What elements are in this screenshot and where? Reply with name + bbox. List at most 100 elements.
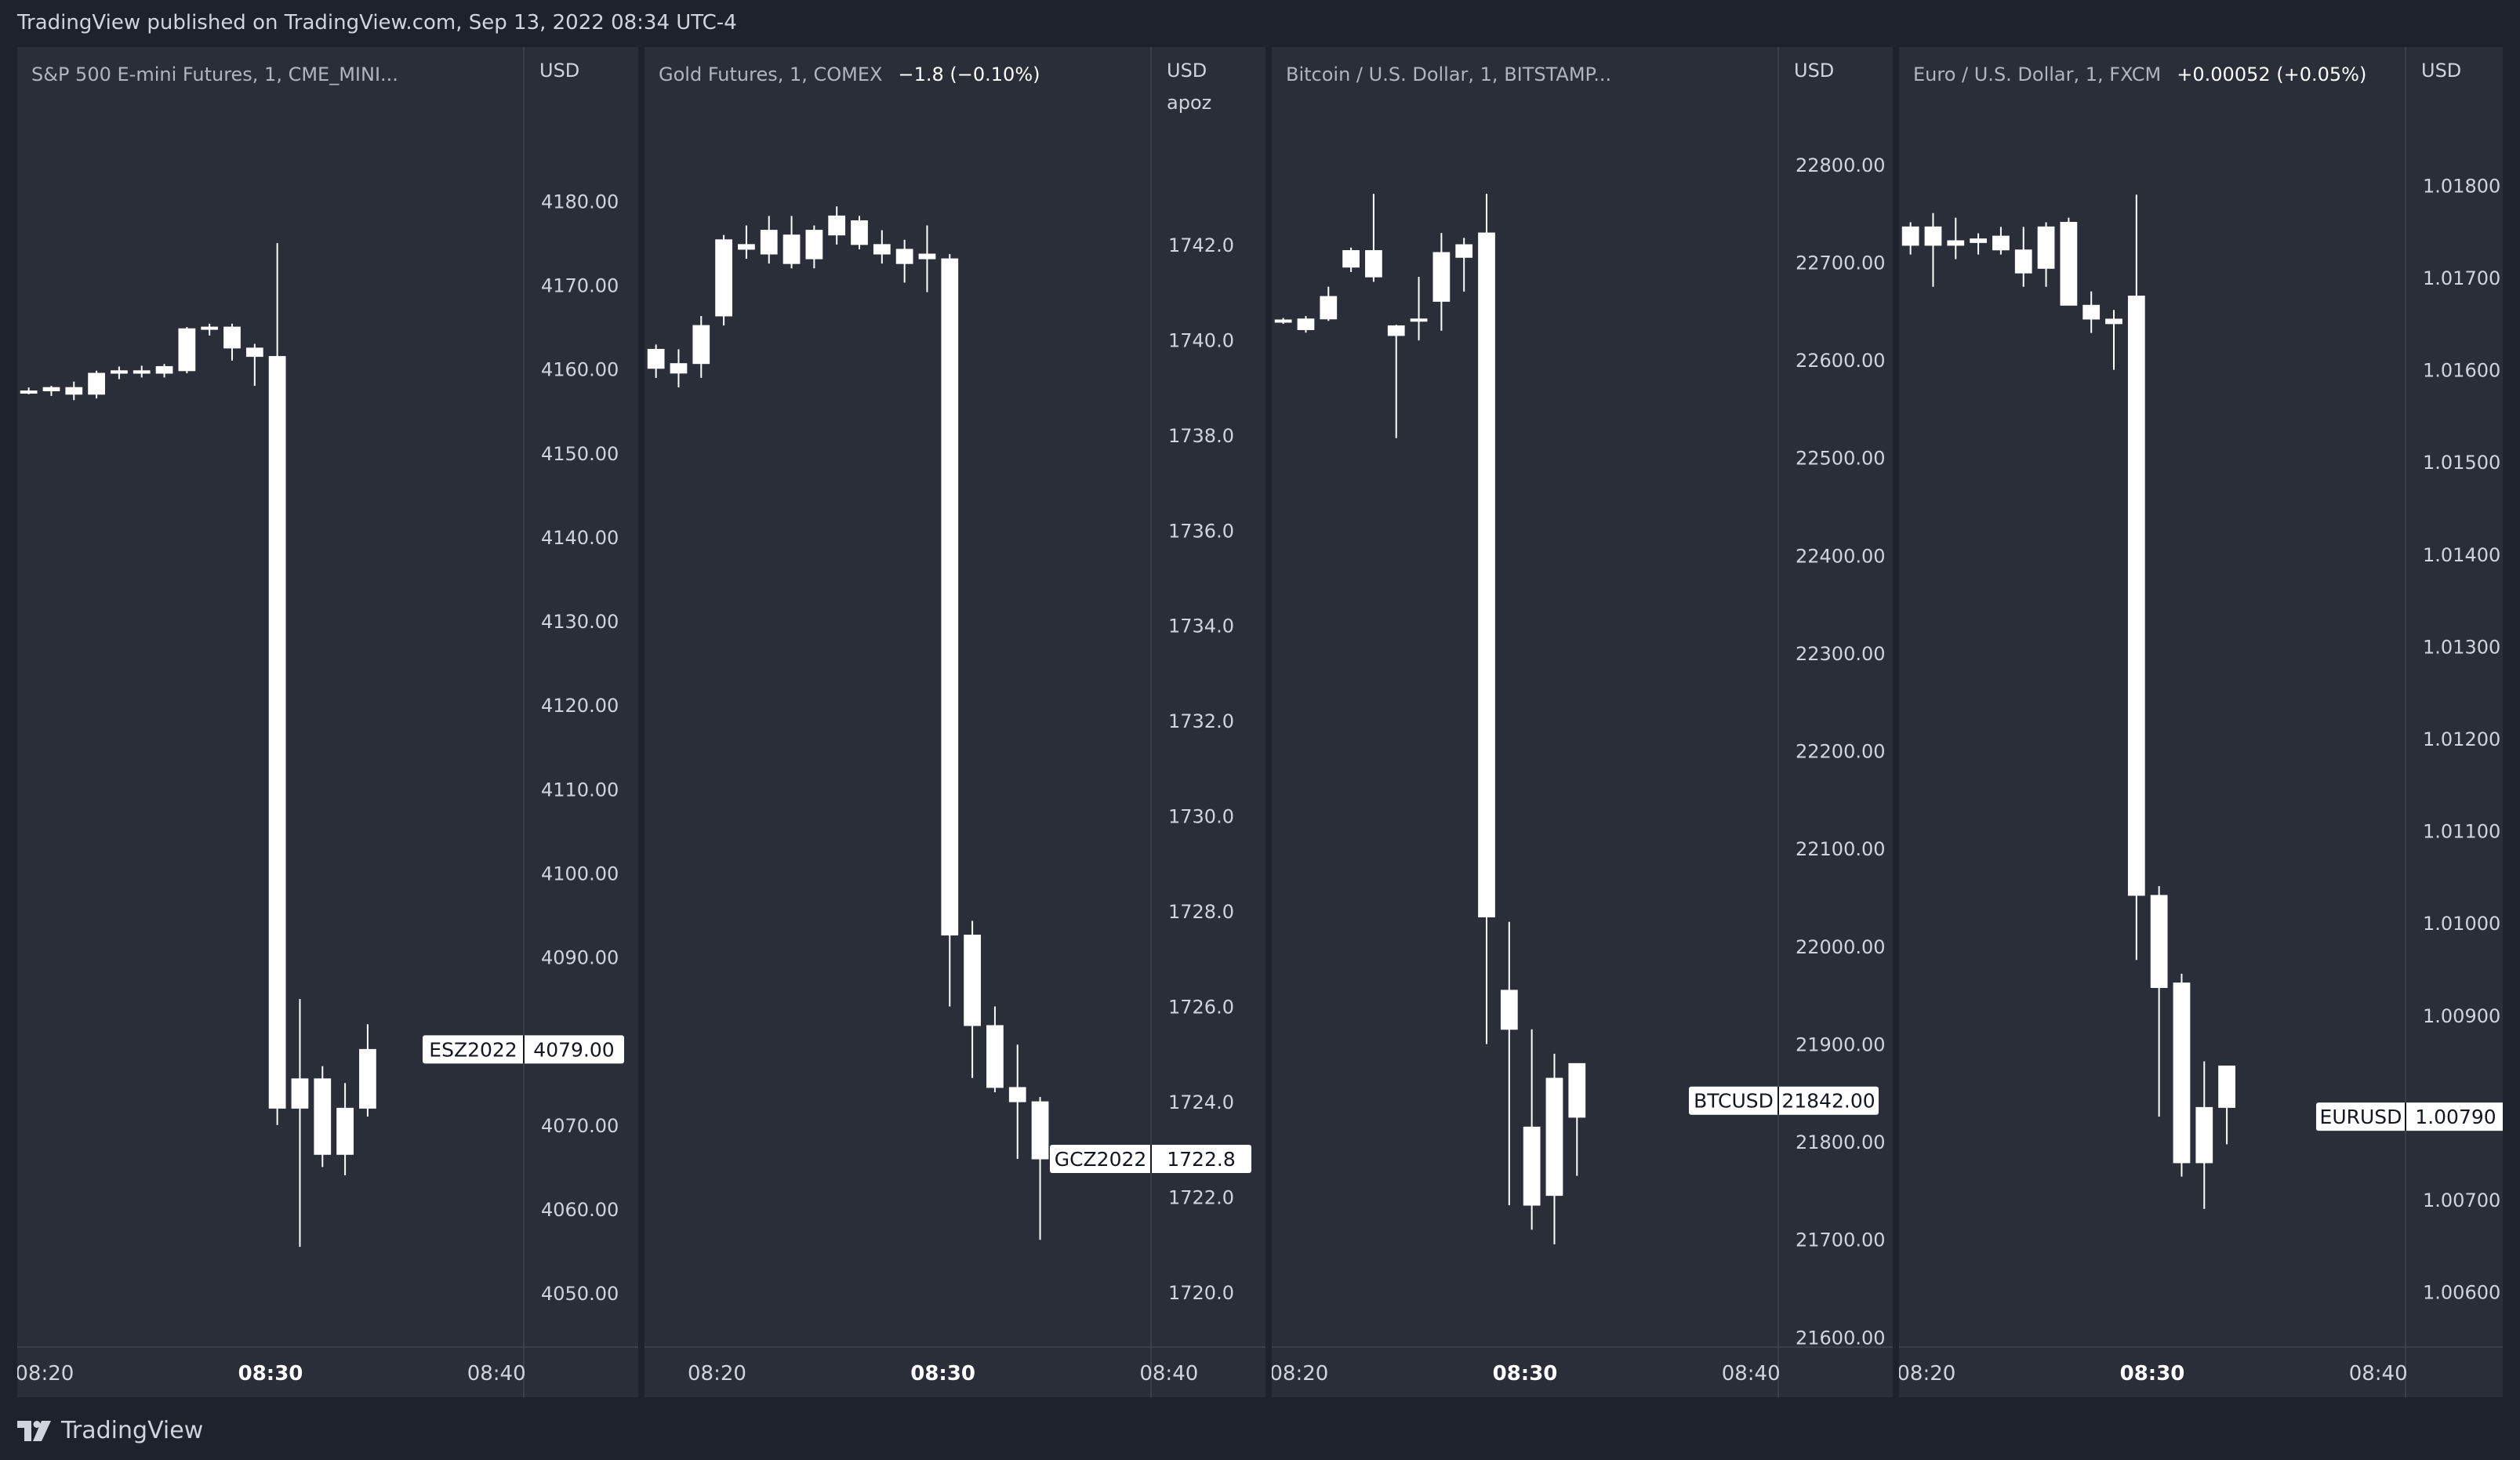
sp500-candle-body — [201, 326, 219, 330]
tradingview-logo-icon — [17, 1420, 51, 1441]
sp500-time-tick: 08:40 — [467, 1362, 526, 1386]
bitcoin-candle-body — [1297, 318, 1315, 330]
gold-price-tick: 1734.0 — [1168, 616, 1234, 637]
sp500-price-tick: 4090.00 — [541, 947, 619, 969]
bitcoin-candle-body — [1455, 244, 1473, 258]
bitcoin-candle-body — [1568, 1062, 1586, 1118]
sp500-chart-panel: S&P 500 E-mini Futures, 1, CME_MINI... US… — [17, 47, 638, 1397]
gold-price-tick: 1720.0 — [1168, 1282, 1234, 1304]
eurusd-time-tick: 08:30 — [2120, 1362, 2185, 1386]
eurusd-candle-body — [2218, 1065, 2235, 1108]
eurusd-price-tick: 1.01500 — [2423, 452, 2500, 474]
eurusd-time-tick: 08:40 — [2349, 1362, 2408, 1386]
eurusd-candle-body — [1947, 240, 1965, 246]
sp500-candle-body — [88, 372, 105, 395]
sp500-symbol-title: S&P 500 E-mini Futures, 1, CME_MINI... — [31, 64, 398, 85]
bitcoin-symbol-label: BTCUSD — [1694, 1090, 1774, 1113]
eurusd-candle-body — [2195, 1106, 2213, 1164]
gold-price-tick: 1730.0 — [1168, 806, 1234, 828]
gold-candle-body — [851, 220, 868, 245]
gold-candle-body — [760, 230, 778, 255]
sp500-candle-body — [178, 328, 196, 372]
eurusd-price-tick: 1.00600 — [2423, 1282, 2500, 1304]
sp500-symbol-label: ESZ2022 — [429, 1038, 517, 1061]
eurusd-candle-body — [2037, 226, 2055, 269]
gold-last-price-label: 1722.8 — [1167, 1148, 1235, 1171]
eurusd-price-tick: 1.01600 — [2423, 360, 2500, 382]
gold-price-tick: 1728.0 — [1168, 901, 1234, 923]
gold-time-tick: 08:30 — [910, 1362, 975, 1386]
bitcoin-price-tick: 22100.00 — [1796, 838, 1886, 860]
eurusd-price-tick: 1.01000 — [2423, 913, 2500, 935]
eurusd-last-price-marker — [2316, 1102, 2503, 1131]
gold-candle-body — [895, 249, 913, 264]
tradingview-logo[interactable]: TradingView — [17, 1417, 203, 1444]
sp500-last-price-label: 4079.00 — [533, 1038, 614, 1061]
bitcoin-candle-body — [1387, 325, 1405, 336]
eurusd-candle-body — [1970, 238, 1987, 243]
gold-symbol-label: GCZ2022 — [1055, 1148, 1147, 1171]
bitcoin-candle-body — [1523, 1126, 1541, 1206]
gold-candle-body — [986, 1025, 1004, 1088]
sp500-candle-body — [42, 387, 60, 392]
gold-price-tick: 1726.0 — [1168, 997, 1234, 1019]
publication-header: TradingView published on TradingView.com… — [17, 11, 737, 35]
bitcoin-price-tick: 21800.00 — [1796, 1131, 1886, 1153]
bitcoin-candle-body — [1478, 232, 1495, 917]
eurusd-candle-body — [2014, 249, 2032, 274]
gold-candle-body — [1008, 1087, 1026, 1102]
eurusd-price-change: +0.00052 (+0.05%) — [2177, 64, 2366, 85]
gold-candle-body — [941, 258, 959, 936]
bitcoin-candle-body — [1545, 1077, 1563, 1197]
bitcoin-price-tick: 22600.00 — [1796, 350, 1886, 372]
sp500-price-tick: 4140.00 — [541, 527, 619, 549]
gold-candle-body — [715, 239, 732, 317]
bitcoin-price-tick: 21600.00 — [1796, 1327, 1886, 1349]
sp500-candle-body — [133, 370, 151, 374]
gold-candle-body — [805, 230, 823, 260]
gold-price-tick: 1732.0 — [1168, 710, 1234, 732]
sp500-price-tick: 4060.00 — [541, 1199, 619, 1221]
bitcoin-candle-body — [1274, 319, 1292, 323]
gold-candle-body — [670, 363, 688, 374]
sp500-price-tick: 4180.00 — [541, 191, 619, 212]
bitcoin-currency-label: USD — [1794, 60, 1834, 82]
gold-candle-body — [964, 935, 981, 1026]
bitcoin-price-tick: 21900.00 — [1796, 1033, 1886, 1055]
tradingview-logo-text: TradingView — [61, 1417, 204, 1444]
eurusd-price-tick: 1.01700 — [2423, 267, 2500, 289]
bitcoin-time-tick: 08:30 — [1493, 1362, 1558, 1386]
bitcoin-candle-body — [1410, 318, 1428, 322]
gold-time-tick: 08:40 — [1139, 1362, 1198, 1386]
bitcoin-candle-body — [1432, 252, 1451, 302]
gold-price-change: −1.8 (−0.10%) — [899, 64, 1040, 85]
bitcoin-price-tick: 22500.00 — [1796, 448, 1886, 470]
bitcoin-candle-body — [1365, 250, 1382, 278]
gold-price-tick: 1738.0 — [1168, 425, 1234, 447]
bitcoin-price-tick: 22200.00 — [1796, 741, 1886, 763]
sp500-price-tick: 4070.00 — [541, 1115, 619, 1137]
eurusd-price-tick: 1.01300 — [2423, 636, 2500, 658]
bitcoin-price-tick: 22700.00 — [1796, 252, 1886, 274]
sp500-time-tick: 08:30 — [238, 1362, 303, 1386]
eurusd-candle-body — [2150, 895, 2168, 989]
eurusd-currency-label: USD — [2421, 60, 2461, 82]
sp500-candle-body — [336, 1107, 354, 1155]
sp500-price-tick: 4110.00 — [541, 779, 619, 801]
bitcoin-symbol-title: Bitcoin / U.S. Dollar, 1, BITSTAMP... — [1286, 64, 1611, 85]
eurusd-last-price-label: 1.00790 — [2415, 1106, 2496, 1128]
sp500-panel-background — [17, 47, 638, 1397]
eurusd-candle-body — [1901, 226, 1919, 246]
sp500-price-tick: 4130.00 — [541, 611, 619, 633]
sp500-price-tick: 4120.00 — [541, 695, 619, 717]
sp500-candle-body — [155, 365, 173, 374]
bitcoin-price-tick: 21700.00 — [1796, 1229, 1886, 1251]
bitcoin-price-tick: 22000.00 — [1796, 936, 1886, 958]
gold-time-tick: 08:20 — [688, 1362, 746, 1386]
gold-candle-body — [692, 325, 710, 365]
bitcoin-candle-body — [1500, 990, 1518, 1030]
sp500-candle-body — [223, 326, 241, 349]
sp500-time-tick: 08:20 — [17, 1362, 74, 1386]
eurusd-price-tick: 1.01100 — [2423, 821, 2500, 843]
bitcoin-candle-body — [1342, 250, 1360, 268]
